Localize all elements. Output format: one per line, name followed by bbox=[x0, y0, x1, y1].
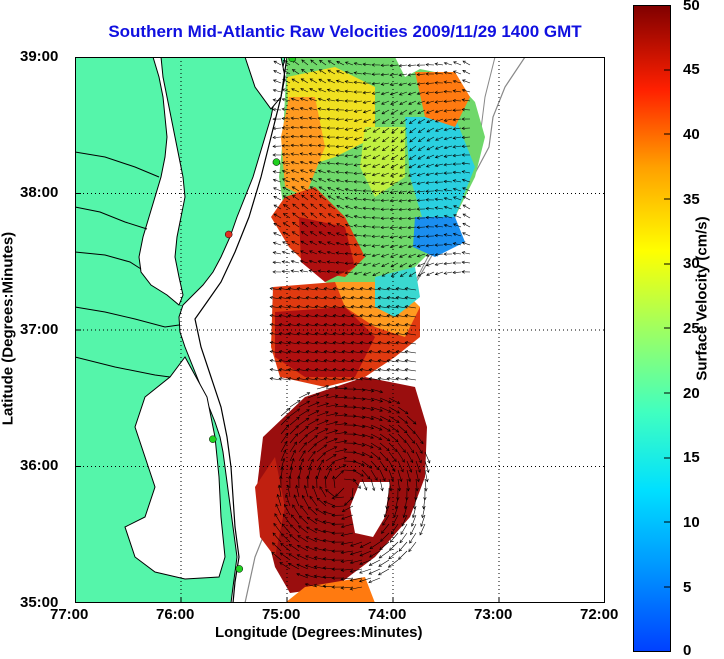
map-plot bbox=[75, 57, 605, 603]
radar-station-marker bbox=[209, 435, 217, 443]
colorbar-tick: 35 bbox=[683, 191, 700, 208]
colorbar-tick: 50 bbox=[683, 0, 700, 14]
colorbar-tick: 0 bbox=[683, 642, 692, 659]
radar-station-marker bbox=[272, 158, 281, 166]
river bbox=[75, 251, 142, 270]
x-axis-label: Longitude (Degrees:Minutes) bbox=[215, 624, 423, 641]
colorbar-tick: 40 bbox=[683, 126, 700, 143]
velocity-arrows bbox=[269, 59, 471, 591]
colorbar-tick: 20 bbox=[683, 385, 700, 402]
colorbar bbox=[633, 5, 671, 652]
barrier-islands bbox=[194, 57, 288, 603]
radar-stations bbox=[209, 57, 297, 573]
colorbar-tick: 15 bbox=[683, 449, 700, 466]
radar-station-marker bbox=[288, 57, 297, 63]
river bbox=[75, 206, 148, 230]
y-tick-label: 37:00 bbox=[20, 321, 59, 338]
x-tick-label: 75:00 bbox=[262, 606, 301, 623]
map-title: Southern Mid-Atlantic Raw Velocities 200… bbox=[108, 22, 582, 41]
river bbox=[75, 306, 180, 328]
chesapeake-bay bbox=[138, 57, 186, 306]
grid bbox=[75, 57, 605, 603]
y-tick-label: 35:00 bbox=[20, 594, 59, 611]
colorbar-tick: 25 bbox=[683, 320, 700, 337]
y-axis-label: Latitude (Degrees:Minutes) bbox=[0, 231, 17, 426]
y-tick-label: 36:00 bbox=[20, 457, 59, 474]
x-tick-label: 76:00 bbox=[156, 606, 195, 623]
x-tick-label: 73:00 bbox=[474, 606, 513, 623]
radar-station-marker bbox=[224, 230, 233, 239]
radar-station-marker bbox=[235, 565, 244, 573]
y-tick-label: 39:00 bbox=[20, 48, 59, 65]
colorbar-label: Surface Velocity (cm/s) bbox=[693, 216, 711, 381]
x-tick-label: 74:00 bbox=[368, 606, 407, 623]
colorbar-tick: 45 bbox=[683, 61, 700, 78]
colorbar-tick: 10 bbox=[683, 514, 700, 531]
x-tick-label: 77:00 bbox=[50, 606, 89, 623]
river bbox=[75, 151, 160, 178]
y-tick-label: 38:00 bbox=[20, 184, 59, 201]
colorbar-tick: 5 bbox=[683, 579, 692, 596]
pamlico-sound bbox=[124, 356, 226, 580]
colorbar-tick: 30 bbox=[683, 255, 700, 272]
x-tick-label: 72:00 bbox=[580, 606, 619, 623]
